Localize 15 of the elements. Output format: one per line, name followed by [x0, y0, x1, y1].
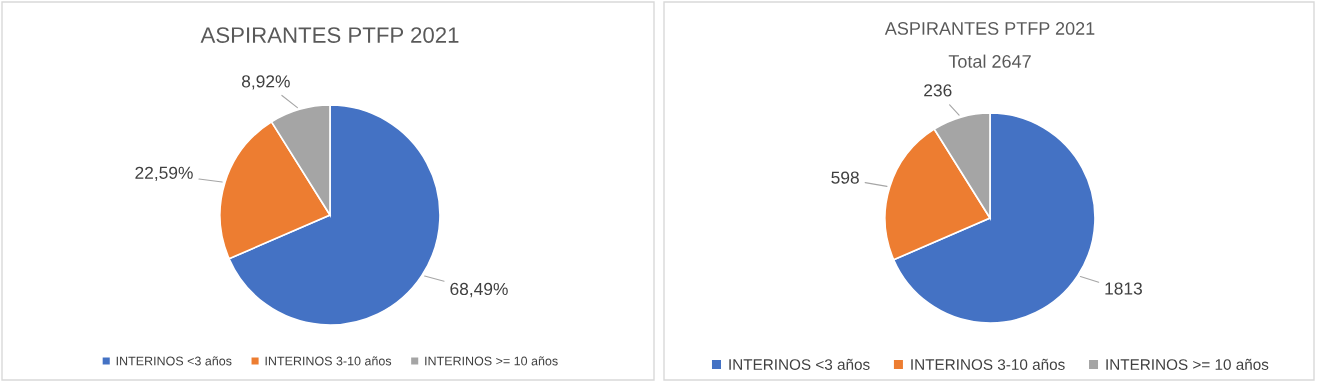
- legend-label: INTERINOS >= 10 años: [425, 356, 558, 366]
- data-label: 598: [831, 171, 859, 184]
- legend-label: INTERINOS 3-10 años: [911, 358, 1065, 370]
- legend-label: INTERINOS <3 años: [116, 356, 232, 366]
- chart-title: ASPIRANTES PTFP 2021: [200, 27, 459, 43]
- legend-label: INTERINOS >= 10 años: [1106, 358, 1269, 370]
- data-label: 8,92%: [241, 75, 290, 90]
- chart-title: ASPIRANTES PTFP 2021: [884, 22, 1095, 35]
- data-label: 22,59%: [135, 166, 193, 181]
- legend-label: INTERINOS <3 años: [729, 358, 870, 370]
- data-label: 236: [924, 84, 952, 97]
- data-label: 1813: [1105, 282, 1142, 295]
- legend-label: INTERINOS 3-10 años: [265, 356, 392, 366]
- chart-subtitle: Total 2647: [948, 54, 1031, 68]
- data-label: 68,49%: [450, 282, 508, 298]
